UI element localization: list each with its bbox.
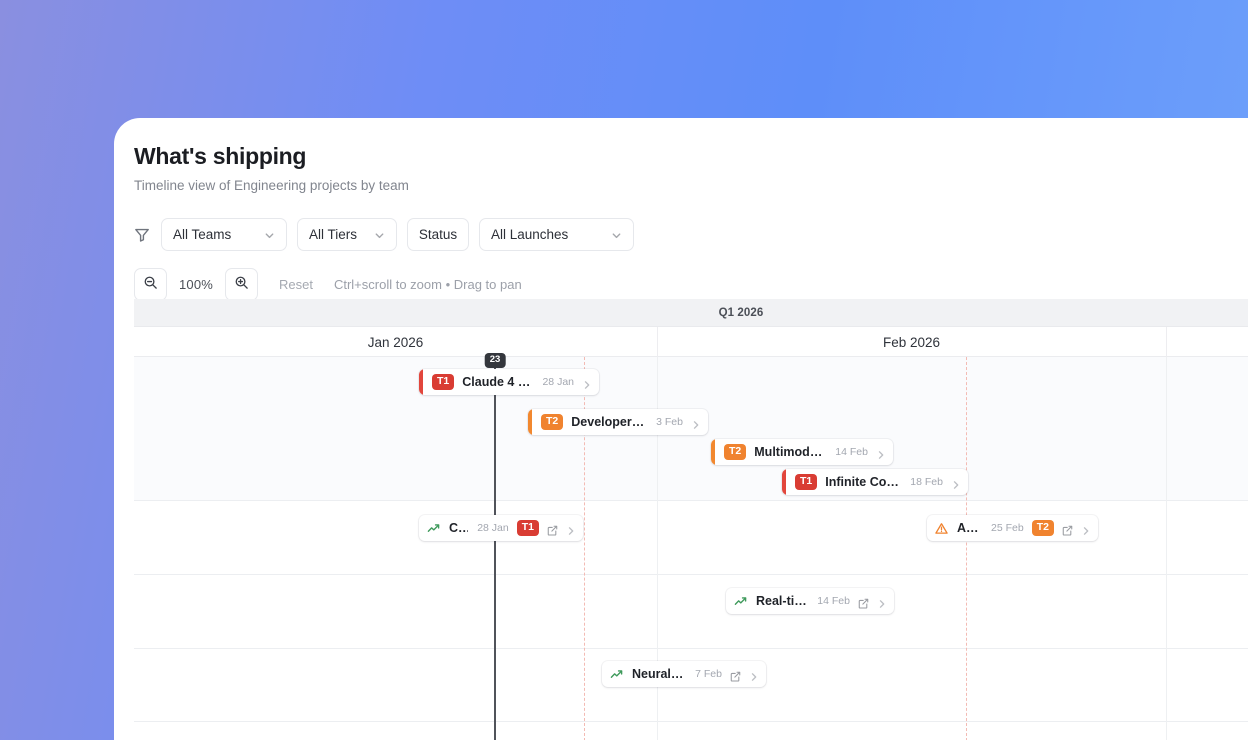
- external-link-icon[interactable]: [1062, 523, 1073, 536]
- zoom-in-icon: [234, 275, 249, 295]
- bar-title: Autonomo...: [957, 521, 982, 535]
- month-label: Feb 2026: [882, 334, 941, 350]
- external-link-icon[interactable]: [730, 669, 741, 682]
- external-link-icon[interactable]: [858, 596, 869, 609]
- bar-date: 14 Feb: [817, 595, 850, 607]
- today-line: [494, 357, 496, 740]
- chevron-right-icon[interactable]: [749, 669, 759, 681]
- chevron-down-icon: [374, 229, 385, 240]
- filter-all-tiers-label: All Tiers: [309, 227, 358, 243]
- bar-date: 25 Feb: [991, 522, 1024, 534]
- chevron-right-icon[interactable]: [691, 417, 701, 429]
- bar-date: 7 Feb: [695, 668, 722, 680]
- bar-title: Developer Experie...: [571, 415, 647, 429]
- quarter-label: Q1 2026: [718, 307, 764, 319]
- filter-all-teams-label: All Teams: [173, 227, 232, 243]
- timeline-row: [134, 722, 1248, 740]
- bar-title: Multimodal Real-t...: [754, 445, 826, 459]
- tier-badge: T2: [541, 414, 564, 430]
- quarter-header-row: Q1 2026: [134, 299, 1248, 327]
- month-separator: [657, 327, 658, 357]
- chevron-right-icon[interactable]: [876, 447, 886, 459]
- bar-title: Infinite Context + ...: [825, 475, 901, 489]
- page-subtitle: Timeline view of Engineering projects by…: [134, 178, 409, 194]
- card-header: What's shipping Timeline view of Enginee…: [114, 118, 1248, 302]
- timeline-grid[interactable]: 23 T1 Claude 4 Opus + ... 28 Jan T2 Develope…: [134, 353, 1248, 740]
- zoom-out-icon: [143, 275, 158, 295]
- timeline-launch-bar[interactable]: Real-time Multi... 14 Feb: [726, 588, 894, 614]
- bar-title: Neural Computer...: [632, 667, 686, 681]
- timeline-launch-bar[interactable]: Claude 4 ... 28 Jan T1: [419, 515, 583, 541]
- tier-badge: T1: [432, 374, 455, 390]
- timeline-project-bar[interactable]: T1 Claude 4 Opus + ... 28 Jan: [419, 369, 599, 395]
- tier-badge: T2: [724, 444, 747, 460]
- grid-line: [1166, 357, 1167, 740]
- chevron-right-icon[interactable]: [877, 596, 887, 608]
- trending-up-icon: [610, 668, 623, 681]
- zoom-out-button[interactable]: [134, 268, 167, 302]
- tier-badge: T1: [516, 520, 539, 536]
- bar-date: 3 Feb: [656, 416, 683, 428]
- month-separator: [1166, 327, 1167, 357]
- zoom-toolbar: 100% Reset Ctrl+scroll to zoom • Drag to…: [134, 268, 1248, 302]
- external-link-icon[interactable]: [547, 523, 558, 536]
- bar-title: Claude 4 Opus + ...: [462, 375, 534, 389]
- grid-line: [657, 357, 658, 740]
- bar-date: 14 Feb: [835, 446, 868, 458]
- bar-title: Real-time Multi...: [756, 594, 809, 608]
- tier-accent-bar: [711, 439, 715, 465]
- timeline-project-bar[interactable]: T1 Infinite Context + ... 18 Feb: [782, 469, 968, 495]
- month-label: Jan 2026: [367, 334, 424, 350]
- timeline-row: [134, 501, 1248, 575]
- chevron-down-icon: [264, 229, 275, 240]
- filter-all-launches-label: All Launches: [491, 227, 569, 243]
- warning-triangle-icon: [935, 522, 948, 535]
- bar-date: 28 Jan: [542, 376, 574, 388]
- zoom-hint-text: Ctrl+scroll to zoom • Drag to pan: [333, 277, 522, 293]
- tier-accent-bar: [419, 369, 423, 395]
- timeline-launch-bar[interactable]: Autonomo... 25 Feb T2: [927, 515, 1098, 541]
- trending-up-icon: [734, 595, 747, 608]
- page-title: What's shipping: [134, 143, 307, 169]
- filter-status[interactable]: Status: [407, 218, 469, 252]
- chevron-right-icon[interactable]: [1081, 523, 1091, 535]
- filter-all-teams[interactable]: All Teams: [161, 218, 287, 252]
- tier-accent-bar: [528, 409, 532, 435]
- timeline-row: [134, 575, 1248, 649]
- bar-title: Claude 4 ...: [449, 521, 469, 535]
- app-card: What's shipping Timeline view of Enginee…: [114, 118, 1248, 740]
- zoom-in-button[interactable]: [225, 268, 258, 302]
- filter-status-label: Status: [418, 227, 458, 243]
- tier-badge: T2: [1031, 520, 1054, 536]
- funnel-icon: [134, 227, 150, 243]
- chevron-down-icon: [611, 229, 622, 240]
- bar-date: 18 Feb: [910, 476, 943, 488]
- reset-button[interactable]: Reset: [267, 277, 319, 292]
- tier-accent-bar: [782, 469, 786, 495]
- filter-toolbar: All Teams All Tiers Status All Launches: [134, 218, 1248, 252]
- filter-all-tiers[interactable]: All Tiers: [297, 218, 397, 252]
- chevron-right-icon[interactable]: [566, 523, 576, 535]
- zoom-level: 100%: [178, 277, 214, 293]
- month-header-row: Jan 2026 Feb 2026: [134, 327, 1248, 357]
- trending-up-icon: [427, 522, 440, 535]
- today-badge: 23: [484, 353, 506, 368]
- timeline-project-bar[interactable]: T2 Multimodal Real-t... 14 Feb: [711, 439, 893, 465]
- chevron-right-icon[interactable]: [582, 377, 592, 389]
- marker-line: [966, 357, 967, 740]
- tier-badge: T1: [795, 474, 818, 490]
- chevron-right-icon[interactable]: [951, 477, 961, 489]
- timeline-launch-bar[interactable]: Neural Computer... 7 Feb: [602, 661, 766, 687]
- bar-date: 28 Jan: [477, 522, 509, 534]
- timeline-viewport[interactable]: Q1 2026 Jan 2026 Feb 2026 23 T1 Claude 4 Op…: [134, 299, 1248, 740]
- filter-all-launches[interactable]: All Launches: [479, 218, 634, 252]
- timeline-row: [134, 649, 1248, 722]
- timeline-project-bar[interactable]: T2 Developer Experie... 3 Feb: [528, 409, 708, 435]
- marker-line: [584, 357, 585, 740]
